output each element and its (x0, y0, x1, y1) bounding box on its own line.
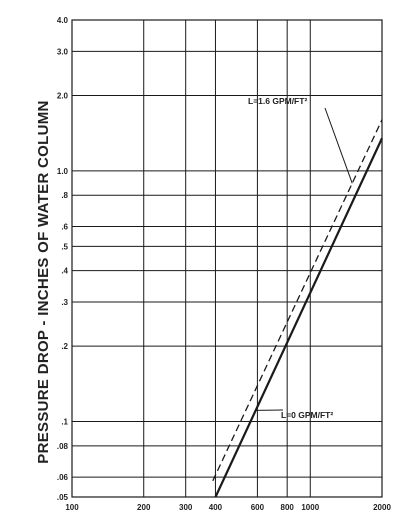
y-tick-label: 2.0 (57, 91, 69, 100)
y-tick-label: .5 (61, 242, 68, 251)
x-tick-label: 300 (179, 503, 193, 512)
grid (71, 19, 383, 498)
x-tick-label: 400 (209, 503, 223, 512)
x-tick-label: 600 (251, 503, 265, 512)
y-tick-label: .8 (61, 191, 68, 200)
x-tick-label: 800 (281, 503, 295, 512)
plot-frame (71, 19, 383, 498)
y-tick-label: 3.0 (57, 47, 69, 56)
y-tick-label: 1.0 (57, 167, 69, 176)
y-tick-label: .1 (61, 418, 68, 427)
x-tick-label: 2000 (373, 503, 391, 512)
annotation-label: L=1.6 GPM/FT² (248, 96, 307, 106)
x-tick-label: 100 (65, 503, 79, 512)
annotation-label: L=0 GPM/FT² (281, 410, 333, 420)
y-tick-label: .6 (61, 223, 68, 232)
y-tick-label: 4.0 (57, 16, 69, 25)
y-tick-label: .2 (61, 342, 68, 351)
series-line-0 (214, 137, 383, 498)
y-axis-ticks: .05 .06 .08 .1 .2 .3 .4 .5 .6 .8 1.0 2.0 3.0 4.0 (57, 16, 69, 502)
y-tick-label: .3 (61, 298, 68, 307)
x-tick-label: 1000 (301, 503, 319, 512)
y-tick-label: .08 (57, 442, 69, 451)
y-tick-label: .06 (57, 473, 69, 482)
y-axis-label: PRESSURE DROP - INCHES OF WATER COLUMN (35, 100, 52, 463)
y-tick-label: .4 (61, 267, 68, 276)
y-tick-label: .05 (57, 493, 69, 502)
x-tick-label: 200 (137, 503, 151, 512)
annotations: L=1.6 GPM/FT² L=0 GPM/FT² (248, 96, 353, 420)
series-layer (212, 119, 383, 498)
annotation-leader (324, 107, 353, 184)
x-axis-ticks: 100 200 300 400 600 800 1000 2000 (65, 503, 391, 512)
series-line-1 (212, 119, 383, 482)
